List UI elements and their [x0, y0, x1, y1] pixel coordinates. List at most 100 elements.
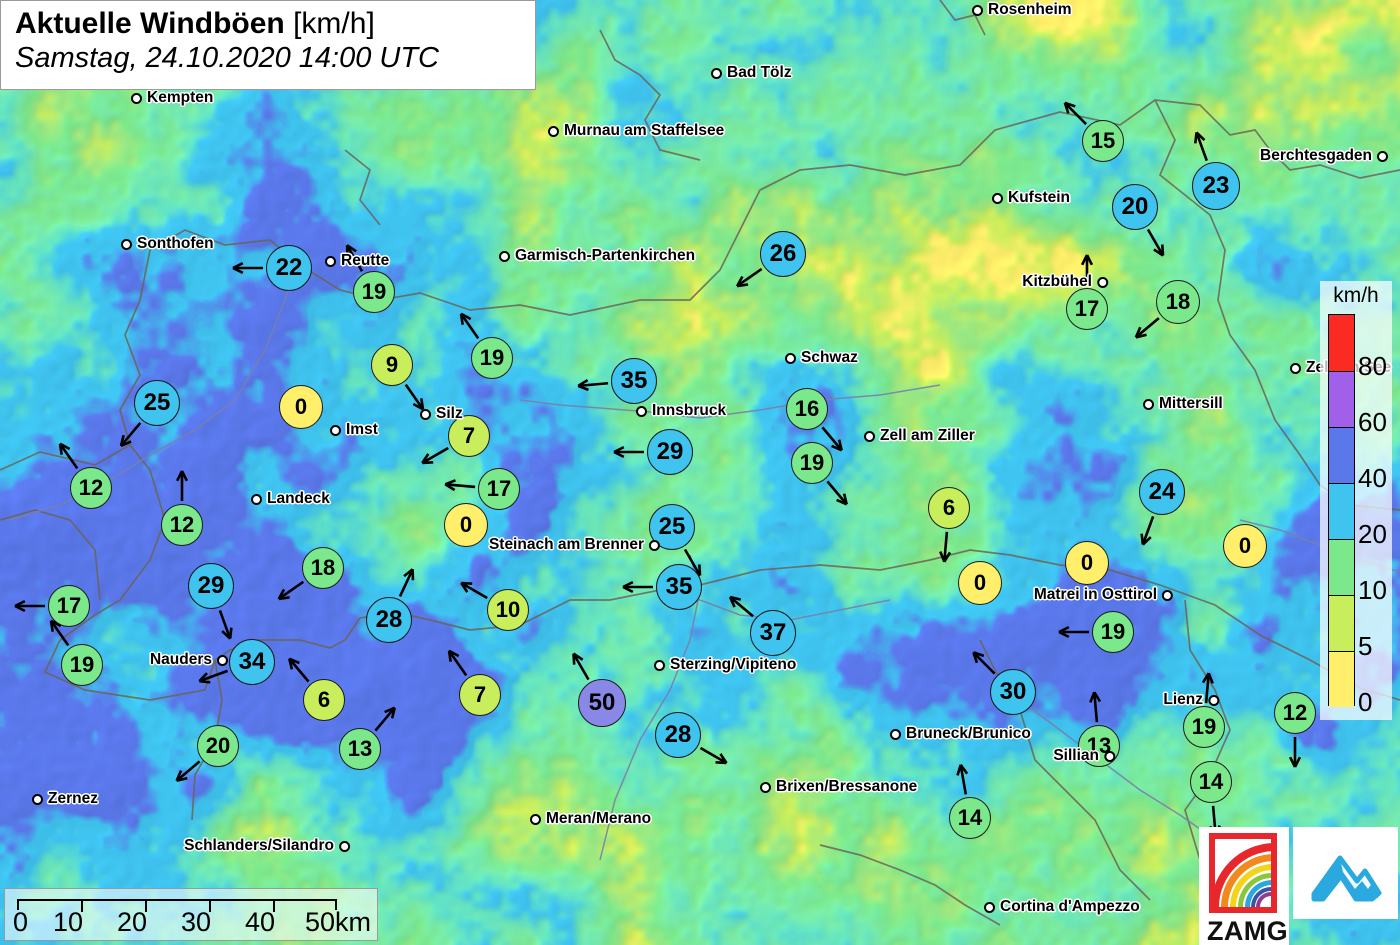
station-marker[interactable]: 0	[233, 339, 369, 475]
station-marker[interactable]: 35	[610, 518, 748, 656]
station-marker[interactable]: 10	[441, 543, 575, 677]
station-value-bubble[interactable]: 24	[1139, 469, 1185, 515]
station-marker[interactable]: 37	[704, 564, 842, 702]
station-value-bubble[interactable]: 10	[487, 589, 529, 631]
station-value-bubble[interactable]: 12	[161, 504, 203, 546]
station-marker[interactable]: 19	[15, 598, 149, 732]
station-marker[interactable]: 35	[565, 312, 703, 450]
station-marker[interactable]: 29	[601, 383, 739, 521]
station-marker[interactable]: 22	[220, 199, 358, 337]
station-value-bubble[interactable]: 0	[444, 503, 488, 547]
station-marker[interactable]: 7	[413, 628, 547, 762]
station-marker[interactable]: 23	[1146, 116, 1286, 256]
station-marker[interactable]: 13	[293, 682, 427, 816]
station-marker[interactable]: 20	[151, 679, 285, 813]
station-value-bubble[interactable]: 0	[279, 385, 323, 429]
station-value-bubble[interactable]: 17	[48, 585, 90, 627]
station-marker[interactable]: 19	[1046, 565, 1180, 699]
station-value-bubble[interactable]: 34	[229, 639, 275, 685]
station-value-bubble[interactable]: 17	[1066, 288, 1108, 330]
station-value-bubble[interactable]: 15	[1082, 120, 1124, 162]
station-value-bubble[interactable]: 7	[459, 674, 501, 716]
station-marker[interactable]: 19	[307, 225, 441, 359]
station-value-bubble[interactable]: 18	[302, 547, 344, 589]
station-marker[interactable]: 19	[745, 396, 879, 530]
station-value-bubble[interactable]: 12	[70, 467, 112, 509]
station-value-bubble[interactable]: 37	[750, 610, 796, 656]
station-marker[interactable]: 20	[1066, 138, 1204, 276]
station-marker[interactable]: 30	[944, 623, 1082, 761]
city-label: Sonthofen	[137, 235, 214, 252]
station-marker[interactable]: 18	[1110, 234, 1246, 370]
station-marker[interactable]: 17	[1020, 242, 1154, 376]
station-value-bubble[interactable]: 20	[197, 725, 239, 767]
station-value-bubble[interactable]: 19	[471, 337, 513, 379]
station-marker[interactable]: 0	[398, 457, 534, 593]
station-marker[interactable]: 12	[24, 421, 158, 555]
city-dot-icon	[325, 255, 336, 267]
station-value-bubble[interactable]: 29	[188, 563, 234, 609]
station-value-bubble[interactable]: 23	[1192, 162, 1240, 210]
station-value-bubble[interactable]: 6	[928, 487, 970, 529]
city-dot-icon	[1104, 750, 1115, 762]
station-value-bubble[interactable]: 19	[353, 271, 395, 313]
station-marker[interactable]: 14	[903, 751, 1037, 885]
station-marker[interactable]: 15	[1036, 74, 1170, 208]
station-value-bubble[interactable]: 30	[990, 669, 1036, 715]
station-value-bubble[interactable]: 13	[339, 728, 381, 770]
station-value-bubble[interactable]: 6	[303, 679, 345, 721]
station-value-bubble[interactable]: 17	[478, 468, 520, 510]
station-value-bubble[interactable]: 7	[448, 415, 490, 457]
station-marker[interactable]: 19	[1137, 660, 1271, 794]
station-marker[interactable]: 34	[183, 593, 321, 731]
station-value-bubble[interactable]: 28	[366, 597, 412, 643]
station-marker[interactable]: 6	[882, 441, 1016, 575]
station-value-bubble[interactable]: 19	[791, 442, 833, 484]
station-marker[interactable]: 9	[325, 298, 459, 432]
station-marker[interactable]: 17	[2, 539, 136, 673]
station-marker[interactable]: 0	[1177, 478, 1313, 614]
station-value-bubble[interactable]: 0	[1223, 524, 1267, 568]
station-marker[interactable]: 25	[88, 334, 226, 472]
station-marker[interactable]: 12	[115, 458, 249, 592]
station-value-bubble[interactable]: 0	[958, 561, 1002, 605]
station-marker[interactable]: 16	[740, 342, 874, 476]
station-marker[interactable]: 26	[714, 185, 852, 323]
station-marker[interactable]: 18	[256, 501, 390, 635]
station-marker[interactable]: 0	[1019, 495, 1155, 631]
station-value-bubble[interactable]: 22	[266, 245, 312, 291]
station-value-bubble[interactable]: 28	[655, 712, 701, 758]
station-marker[interactable]: 28	[320, 551, 458, 689]
station-value-bubble[interactable]: 14	[949, 797, 991, 839]
station-marker[interactable]: 19	[425, 291, 559, 425]
station-value-bubble[interactable]: 50	[578, 679, 626, 727]
station-marker[interactable]: 7	[402, 369, 536, 503]
station-marker[interactable]: 6	[257, 633, 391, 767]
station-marker[interactable]: 12	[1228, 646, 1362, 780]
station-marker[interactable]: 24	[1093, 423, 1231, 561]
legend-unit-label: km/h	[1333, 284, 1379, 307]
station-value-bubble[interactable]: 25	[134, 380, 180, 426]
station-value-bubble[interactable]: 16	[786, 388, 828, 430]
station-value-bubble[interactable]: 12	[1274, 692, 1316, 734]
station-value-bubble[interactable]: 0	[1065, 541, 1109, 585]
station-value-bubble[interactable]: 19	[1183, 706, 1225, 748]
station-value-bubble[interactable]: 19	[1092, 611, 1134, 653]
station-marker[interactable]: 0	[912, 515, 1048, 651]
station-marker[interactable]: 50	[532, 633, 672, 773]
station-value-bubble[interactable]: 18	[1156, 280, 1200, 324]
station-value-bubble[interactable]: 35	[611, 358, 657, 404]
station-value-bubble[interactable]: 29	[647, 429, 693, 475]
station-marker[interactable]: 28	[609, 666, 747, 804]
station-value-bubble[interactable]: 14	[1190, 761, 1232, 803]
station-value-bubble[interactable]: 9	[371, 344, 413, 386]
station-value-bubble[interactable]: 35	[656, 564, 702, 610]
station-marker[interactable]: 17	[432, 422, 566, 556]
station-marker[interactable]: 14	[1144, 715, 1278, 849]
city-dot-icon	[992, 192, 1003, 204]
station-marker[interactable]: 29	[142, 517, 280, 655]
city-dot-icon	[785, 352, 796, 364]
station-value-bubble[interactable]: 26	[760, 231, 806, 277]
station-value-bubble[interactable]: 19	[61, 644, 103, 686]
station-value-bubble[interactable]: 20	[1112, 184, 1158, 230]
